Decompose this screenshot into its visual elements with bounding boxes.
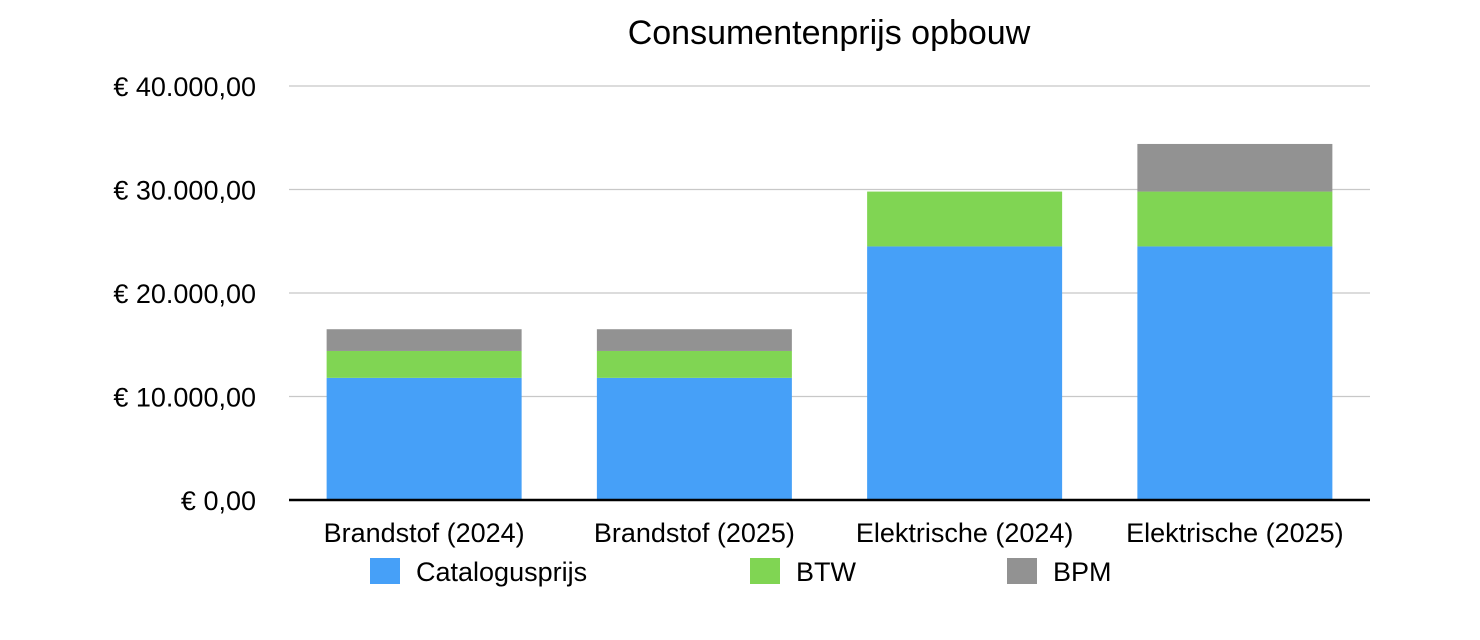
bar-segment-btw-2 (596, 350, 792, 378)
legend-swatch-catalogusprijs (370, 558, 400, 584)
bar-segment-btw-1 (326, 350, 522, 378)
y-tick-label: € 10.000,00 (113, 383, 256, 413)
x-tick-label: Brandstof (2024) (324, 518, 525, 548)
bar-segment-catalogusprijs-1 (326, 377, 522, 500)
legend-label-btw: BTW (796, 557, 857, 587)
y-axis-ticks: € 0,00 € 10.000,00 € 20.000,00 € 30.000,00 €… (113, 72, 256, 516)
y-tick-label: € 40.000,00 (113, 72, 256, 102)
bar-segment-btw-3 (867, 191, 1063, 247)
x-tick-label: Elektrische (2025) (1126, 518, 1344, 548)
chart-title: Consumentenprijs opbouw (628, 14, 1031, 52)
x-axis-ticks: Brandstof (2024) Brandstof (2025) Elektris… (324, 518, 1344, 548)
x-tick-label: Elektrische (2024) (856, 518, 1074, 548)
y-tick-label: € 0,00 (181, 486, 256, 516)
bar-segment-bpm-4 (1137, 143, 1333, 192)
bar-segment-btw-4 (1137, 191, 1333, 247)
x-tick-label: Brandstof (2025) (594, 518, 795, 548)
bars (326, 143, 1333, 500)
legend-label-bpm: BPM (1053, 557, 1112, 587)
bar-segment-bpm-2 (596, 329, 792, 351)
legend-label-catalogusprijs: Catalogusprijs (416, 557, 587, 587)
bar-segment-bpm-1 (326, 329, 522, 351)
bar-segment-catalogusprijs-2 (596, 377, 792, 500)
bar-segment-catalogusprijs-3 (867, 246, 1063, 500)
bar-segment-catalogusprijs-4 (1137, 246, 1333, 500)
legend: Catalogusprijs BTW BPM (370, 557, 1112, 587)
y-tick-label: € 20.000,00 (113, 279, 256, 309)
legend-swatch-btw (750, 558, 780, 584)
legend-swatch-bpm (1007, 558, 1037, 584)
y-tick-label: € 30.000,00 (113, 176, 256, 206)
